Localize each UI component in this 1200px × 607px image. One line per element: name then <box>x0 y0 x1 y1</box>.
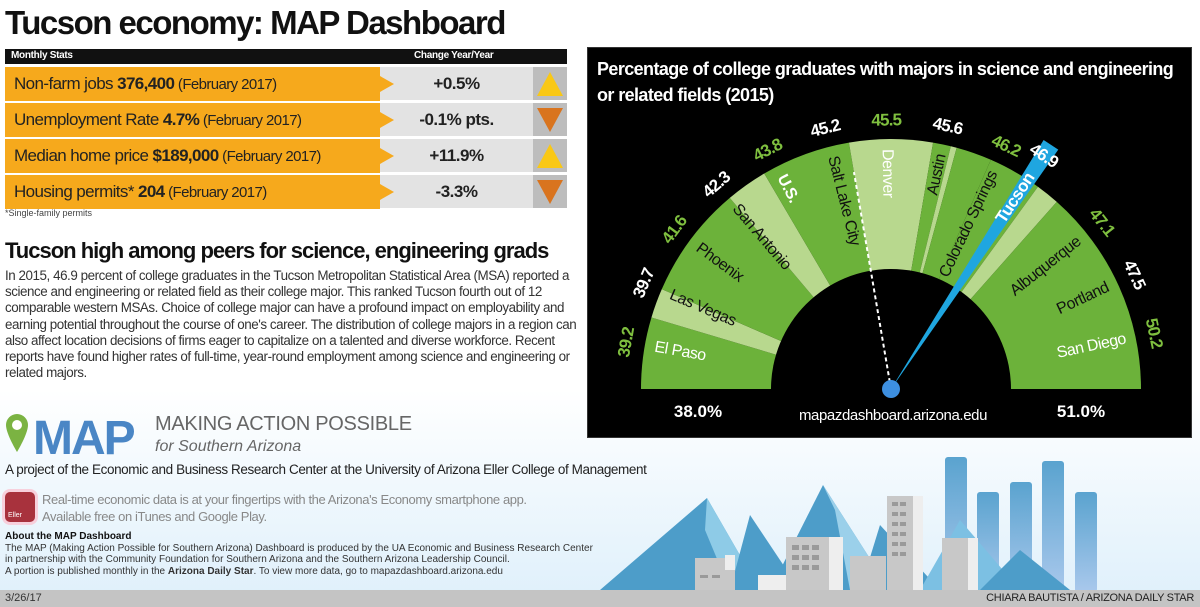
arrow-down-icon <box>537 107 563 132</box>
stats-header-right: Change Year/Year <box>414 50 494 61</box>
stat-date: (February 2017) <box>164 184 267 201</box>
stat-row: Median home price $189,000 (February 201… <box>5 139 567 173</box>
stat-change: +11.9% <box>380 139 533 172</box>
stat-value: 204 <box>137 182 165 201</box>
value-label: 47.5 <box>1120 257 1150 292</box>
stat-row: Non-farm jobs 376,400 (February 2017) +0… <box>5 67 567 101</box>
app-promo-line2: Available free on iTunes and Google Play… <box>42 509 267 524</box>
stat-label: Housing permits* 204 (February 2017) <box>5 175 380 209</box>
tucson-highlight-bar <box>891 140 1059 389</box>
article-body: In 2015, 46.9 percent of college graduat… <box>5 268 577 381</box>
us-benchmark-line <box>852 171 892 390</box>
arrow-up-icon <box>537 71 563 96</box>
app-promo-line1: Real-time economic data is at your finge… <box>42 492 527 507</box>
app-promo: Real-time economic data is at your finge… <box>42 491 527 525</box>
app-icon-label: Eller <box>8 512 23 519</box>
value-label: 41.6 <box>658 212 691 248</box>
project-credit: A project of the Economic and Business R… <box>5 462 647 477</box>
value-label: 46.2 <box>989 131 1024 161</box>
publish-date: 3/26/17 <box>5 592 42 604</box>
about-title: About the MAP Dashboard <box>5 531 132 542</box>
map-pin-icon <box>6 414 28 452</box>
stat-value: 4.7% <box>162 110 200 129</box>
value-label: 45.2 <box>808 115 842 141</box>
stat-row: Housing permits* 204 (February 2017) -3.… <box>5 175 567 209</box>
footer-bar: 3/26/17 CHIARA BAUTISTA / ARIZONA DAILY … <box>0 590 1200 607</box>
arrow-up-icon <box>537 143 563 168</box>
eller-app-icon[interactable]: Eller <box>5 492 35 522</box>
skyline-illustration <box>600 457 1097 590</box>
range-min-label: 38.0% <box>674 402 722 421</box>
map-logo: MAP <box>6 412 137 458</box>
value-label: 45.5 <box>871 110 902 130</box>
city-label: Denver <box>879 149 897 199</box>
article-headline: Tucson high among peers for science, eng… <box>5 238 549 263</box>
stats-footnote: *Single-family permits <box>5 208 93 218</box>
value-label: 39.7 <box>629 265 658 300</box>
page-title: Tucson economy: MAP Dashboard <box>5 4 506 41</box>
stat-date: (February 2017) <box>199 112 302 129</box>
newspaper-name: Arizona Daily Star <box>167 565 254 577</box>
about-section: About the MAP Dashboard The MAP (Making … <box>5 531 595 577</box>
chart-title: Percentage of college graduates with maj… <box>597 59 1174 105</box>
range-max-label: 51.0% <box>1057 402 1105 421</box>
stat-change: -0.1% pts. <box>380 103 533 136</box>
map-tagline: for Southern Arizona <box>155 438 302 455</box>
value-label: 45.6 <box>931 114 965 139</box>
stat-date: (February 2017) <box>218 148 321 165</box>
dashboard-url: mapazdashboard.arizona.edu <box>799 407 987 424</box>
about-text-2: A portion is published monthly in the Ar… <box>5 565 503 577</box>
chart-panel: Percentage of college graduates with maj… <box>587 47 1192 438</box>
map-branding: MAKING ACTION POSSIBLE for Southern Ariz… <box>155 413 412 456</box>
value-label: 43.8 <box>750 135 786 166</box>
map-name: MAKING ACTION POSSIBLE <box>155 413 412 435</box>
value-label: 42.3 <box>699 167 734 201</box>
stat-date: (February 2017) <box>174 76 277 93</box>
stat-value: 376,400 <box>117 74 175 93</box>
about-text-1: The MAP (Making Action Possible for Sout… <box>5 542 593 566</box>
graphic-credit: CHIARA BAUTISTA / ARIZONA DAILY STAR <box>986 592 1194 604</box>
stat-change: -3.3% <box>380 175 533 208</box>
stat-row: Unemployment Rate 4.7% (February 2017) -… <box>5 103 567 137</box>
value-label: 50.2 <box>1142 316 1167 350</box>
gauge-pivot <box>882 380 900 398</box>
arrow-down-icon <box>537 179 563 204</box>
value-label: 39.2 <box>614 326 638 359</box>
stat-change: +0.5% <box>380 67 533 100</box>
gauge-band <box>848 139 934 389</box>
stat-label: Median home price $189,000 (February 201… <box>5 139 380 173</box>
map-logo-text: MAP <box>33 412 135 458</box>
stats-header: Monthly Stats Change Year/Year <box>5 49 567 64</box>
stat-label: Unemployment Rate 4.7% (February 2017) <box>5 103 380 137</box>
stat-label: Non-farm jobs 376,400 (February 2017) <box>5 67 380 101</box>
stats-header-left: Monthly Stats <box>11 50 73 61</box>
stat-value: $189,000 <box>152 146 220 165</box>
monthly-stats-table: Monthly Stats Change Year/Year Non-farm … <box>5 49 567 209</box>
value-label: 47.1 <box>1085 205 1119 240</box>
